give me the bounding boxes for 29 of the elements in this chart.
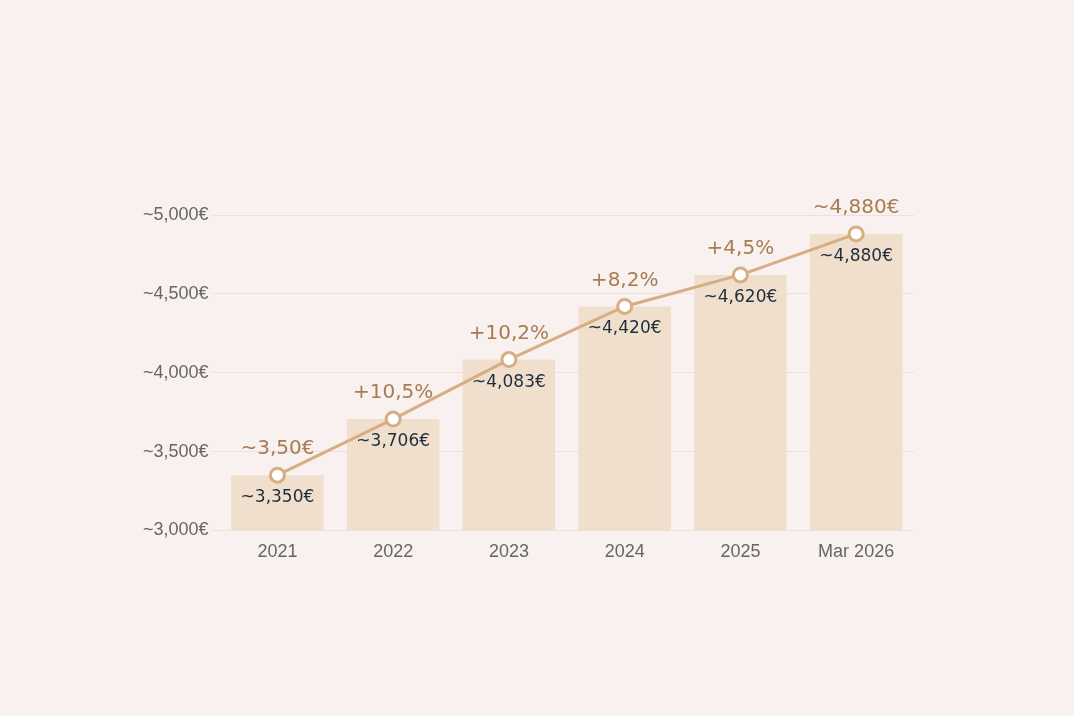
point — [731, 266, 749, 284]
annotation: ~4,880€ — [812, 194, 900, 219]
x-tick-label: 2023 — [488, 541, 529, 562]
annotation: +8,2% — [590, 266, 659, 291]
point — [847, 225, 865, 243]
y-tick-label: ~4,500€ — [142, 282, 209, 303]
x-tick-label: 2024 — [604, 541, 645, 562]
data-label: ~3,706€ — [356, 429, 431, 450]
data-label: ~4,083€ — [472, 370, 546, 391]
data-label: ~4,620€ — [703, 285, 778, 306]
point — [500, 351, 518, 369]
data-label: ~4,880€ — [819, 244, 893, 265]
point — [384, 410, 402, 428]
y-tick-label: ~5,000€ — [142, 203, 209, 224]
annotation: +4,5% — [706, 235, 775, 260]
point — [268, 466, 286, 484]
y-tick-label: ~3,500€ — [142, 440, 209, 461]
point — [616, 297, 634, 315]
annotation: ~3,50€ — [240, 435, 315, 460]
x-tick-label: 2022 — [373, 541, 414, 562]
x-tick-label: 2025 — [720, 541, 761, 562]
x-tick-label: 2021 — [257, 541, 298, 562]
data-label: ~4,420€ — [587, 317, 662, 338]
y-tick-label: ~3,000€ — [142, 519, 209, 540]
annotation: +10,5% — [353, 379, 434, 404]
annotation: +10,2% — [468, 319, 550, 344]
data-label: ~3,350€ — [240, 486, 315, 507]
x-tick-label: Mar 2026 — [818, 541, 895, 562]
y-tick-label: ~4,000€ — [142, 361, 209, 382]
